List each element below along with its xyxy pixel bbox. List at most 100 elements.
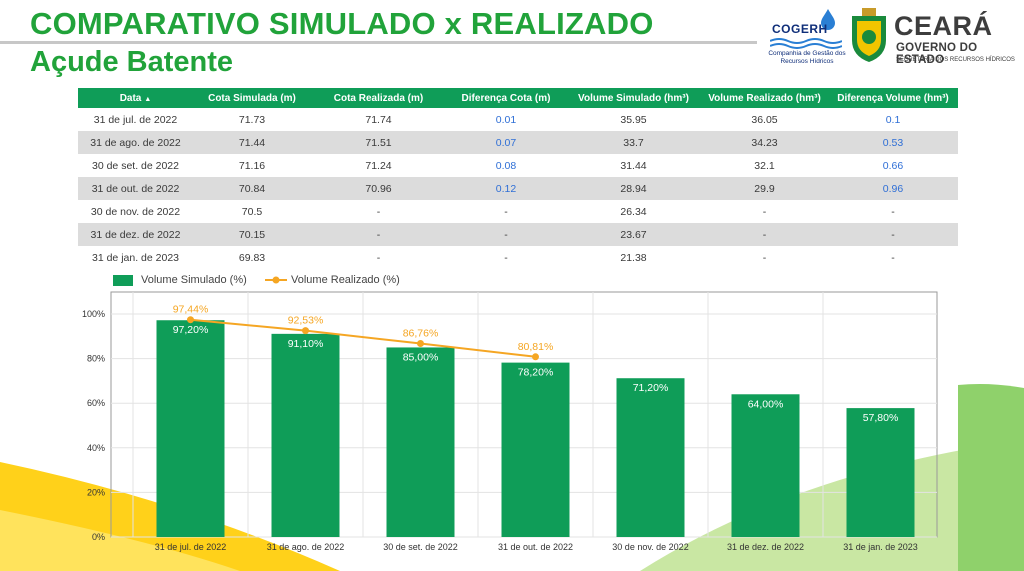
table-cell: 0.1	[885, 113, 901, 126]
bar-data-label: 57,80%	[863, 412, 899, 424]
page-title: COMPARATIVO SIMULADO x REALIZADO	[30, 6, 654, 41]
table-cell: -	[762, 205, 767, 218]
table-row: 30 de set. de 2022 71.16 71.24 0.08 31.4…	[78, 154, 958, 177]
table-cell: 0.08	[495, 159, 517, 172]
table-cell: 71.16	[238, 159, 266, 172]
sort-ascending-icon: ▲	[144, 95, 152, 103]
x-tick-label: 31 de ago. de 2022	[267, 542, 345, 552]
line-volume-realizado	[190, 318, 536, 358]
column-header-level-difference[interactable]: Diferença Cota (m)	[446, 88, 566, 108]
table-cell: -	[762, 251, 767, 264]
line-point-volume-realizado	[532, 353, 539, 361]
x-tick-label: 31 de jul. de 2022	[155, 542, 227, 552]
table-row: 31 de jul. de 2022 71.73 71.74 0.01 35.9…	[78, 108, 958, 131]
column-header-actual-volume[interactable]: Volume Realizado (hm³)	[701, 88, 828, 108]
table-cell: 31 de ago. de 2022	[78, 131, 193, 154]
table-cell: 34.23	[701, 131, 828, 154]
table-cell: -	[891, 251, 895, 264]
table-cell: -	[828, 223, 958, 246]
table-cell: 33.7	[566, 131, 701, 154]
table-cell: 31 de jul. de 2022	[93, 113, 178, 126]
x-tick-label: 30 de set. de 2022	[383, 542, 458, 552]
x-tick-label: 31 de dez. de 2022	[727, 542, 804, 552]
line-point-volume-realizado	[417, 340, 424, 348]
table-cell: 30 de set. de 2022	[92, 159, 179, 172]
column-header-simulated-level[interactable]: Cota Simulada (m)	[193, 88, 311, 108]
bar-data-label: 78,20%	[518, 367, 554, 379]
legend-label-simulated: Volume Simulado (%)	[141, 274, 247, 286]
comparison-table: Data ▲ Cota Simulada (m) Cota Realizada (…	[78, 88, 958, 269]
table-cell: 21.38	[620, 251, 647, 264]
bar-data-label: 91,10%	[288, 338, 324, 350]
table-cell: 36.05	[751, 113, 778, 126]
ceara-name: CEARÁ	[894, 11, 993, 41]
table-cell: 31.44	[620, 159, 647, 172]
table-row: 31 de out. de 2022 70.84 70.96 0.12 28.9…	[78, 177, 958, 200]
table-cell: 31 de dez. de 2022	[78, 223, 193, 246]
column-header-actual-level[interactable]: Cota Realizada (m)	[311, 88, 446, 108]
bar-data-label: 71,20%	[633, 382, 669, 394]
table-cell: 28.94	[566, 177, 701, 200]
y-tick-label: 20%	[87, 487, 105, 497]
table-cell: 0.96	[828, 177, 958, 200]
table-cell: 0.66	[882, 159, 904, 172]
table-cell: 71.74	[365, 113, 392, 126]
cogerh-logo: COGERH Companhia de Gestão dos Recursos …	[766, 6, 846, 66]
table-row: 30 de nov. de 2022 70.5 - - 26.34 - -	[78, 200, 958, 223]
legend-label-actual: Volume Realizado (%)	[291, 274, 400, 286]
line-point-volume-realizado	[187, 316, 194, 324]
x-tick-label: 31 de out. de 2022	[498, 542, 573, 552]
page-subtitle: Açude Batente	[30, 46, 234, 78]
table-cell: 70.5	[241, 205, 263, 218]
table-cell: 71.73	[238, 113, 266, 126]
table-cell: 30 de nov. de 2022	[90, 205, 181, 218]
cogerh-name: COGERH	[772, 22, 828, 36]
table-cell: 71.51	[311, 131, 446, 154]
table-cell: -	[504, 205, 508, 218]
table-cell: 29.9	[701, 177, 828, 200]
table-cell: 26.34	[620, 205, 647, 218]
table-cell: 70.96	[311, 177, 446, 200]
line-point-volume-realizado	[302, 327, 309, 335]
table-cell: 31 de jan. de 2023	[92, 251, 179, 264]
table-cell: 0.53	[828, 131, 958, 154]
table-header-row: Data ▲ Cota Simulada (m) Cota Realizada (…	[78, 88, 958, 108]
table-cell: -	[311, 223, 446, 246]
line-data-label: 86,76%	[403, 328, 439, 340]
bar-volume-simulated	[386, 347, 455, 537]
table-cell: 0.12	[446, 177, 566, 200]
table-cell: 32.1	[754, 159, 775, 172]
water-drop-icon	[821, 9, 835, 30]
ceara-secretariat: SECRETARIA DOS RECURSOS HÍDRICOS	[896, 57, 1015, 63]
x-tick-label: 30 de nov. de 2022	[612, 542, 688, 552]
bar-data-label: 85,00%	[403, 351, 439, 363]
line-data-label: 92,53%	[288, 315, 324, 327]
line-data-label: 97,44%	[173, 304, 209, 316]
volume-chart: 0% 20% 40% 60% 80% 100% 97,20% 31 de jul. de 2…	[82, 291, 938, 552]
title-divider	[0, 41, 757, 44]
table-cell: -	[446, 223, 566, 246]
table-row: 31 de ago. de 2022 71.44 71.51 0.07 33.7…	[78, 131, 958, 154]
table-cell: -	[701, 223, 828, 246]
cogerh-description: Companhia de Gestão dos Recursos Hídrico…	[768, 50, 846, 65]
column-header-simulated-volume[interactable]: Volume Simulado (hm³)	[566, 88, 701, 108]
table-cell: 70.84	[193, 177, 311, 200]
column-header-date[interactable]: Data ▲	[78, 88, 193, 108]
bar-volume-simulated	[271, 333, 340, 537]
legend-swatch-simulated	[113, 275, 133, 286]
table-row: 31 de jan. de 2023 69.83 - - 21.38 - -	[78, 246, 958, 269]
waves-icon	[770, 38, 842, 49]
table-cell: 35.95	[620, 113, 647, 126]
line-data-label: 80,81%	[518, 341, 554, 353]
ceara-logo: CEARÁ GOVERNO DO ESTADO SECRETARIA DOS R…	[848, 6, 1020, 66]
y-tick-label: 40%	[87, 443, 105, 453]
table-cell: 23.67	[566, 223, 701, 246]
x-tick-label: 31 de jan. de 2023	[843, 542, 918, 552]
table-cell: 31 de out. de 2022	[78, 177, 193, 200]
table-cell: 0.01	[495, 113, 517, 126]
table-cell: -	[376, 251, 381, 264]
bar-volume-simulated	[731, 394, 800, 537]
column-header-volume-difference[interactable]: Diferença Volume (hm³)	[828, 88, 958, 108]
legend-swatch-actual	[265, 276, 287, 284]
bar-volume-simulated	[501, 362, 570, 537]
